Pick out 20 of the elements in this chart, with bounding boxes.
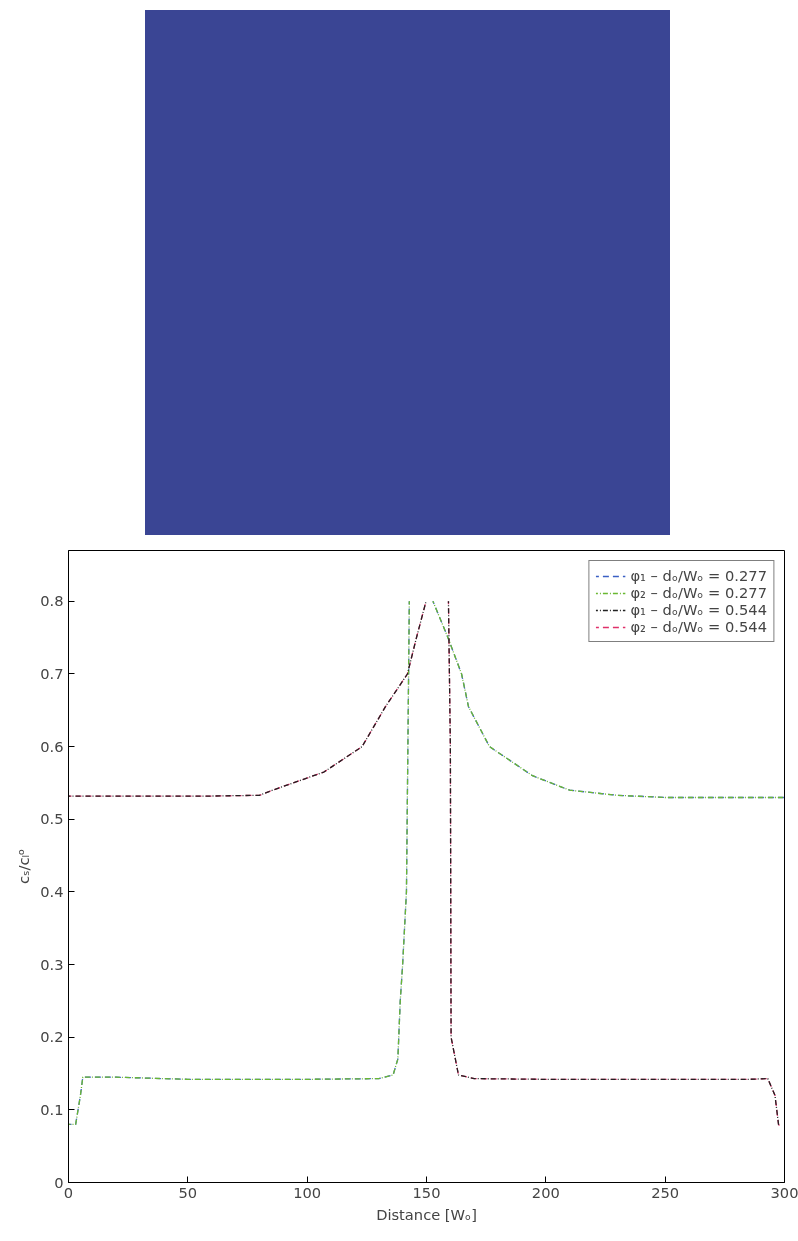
x-tick-label: 300 xyxy=(770,1183,798,1201)
y-tick-label: 0.2 xyxy=(40,1028,64,1046)
x-tick-label: 100 xyxy=(293,1183,322,1201)
x-tick-label: 250 xyxy=(651,1183,680,1201)
x-tick-label: 50 xyxy=(178,1183,198,1201)
legend-label: φ₂ – dₒ/Wₒ = 0.277 xyxy=(630,584,767,601)
x-axis-title: Distance [Wₒ] xyxy=(376,1205,477,1223)
y-tick-label: 0.6 xyxy=(40,737,64,755)
y-tick-label: 0.3 xyxy=(40,955,64,973)
legend-label: φ₁ – dₒ/Wₒ = 0.277 xyxy=(630,567,767,584)
legend-label: φ₂ – dₒ/Wₒ = 0.544 xyxy=(630,618,767,635)
y-tick-label: 0.1 xyxy=(40,1100,64,1118)
legend-label: φ₁ – dₒ/Wₒ = 0.544 xyxy=(630,601,767,618)
x-tick-label: 150 xyxy=(412,1183,441,1201)
y-axis-title: cₛ/cₗᵒ xyxy=(15,848,33,885)
y-tick-label: 0.8 xyxy=(40,592,64,610)
y-tick-label: 0.5 xyxy=(40,810,64,828)
x-tick-label: 200 xyxy=(531,1183,560,1201)
y-tick-label: 0.4 xyxy=(40,882,64,900)
y-tick-label: 0.7 xyxy=(40,664,64,682)
